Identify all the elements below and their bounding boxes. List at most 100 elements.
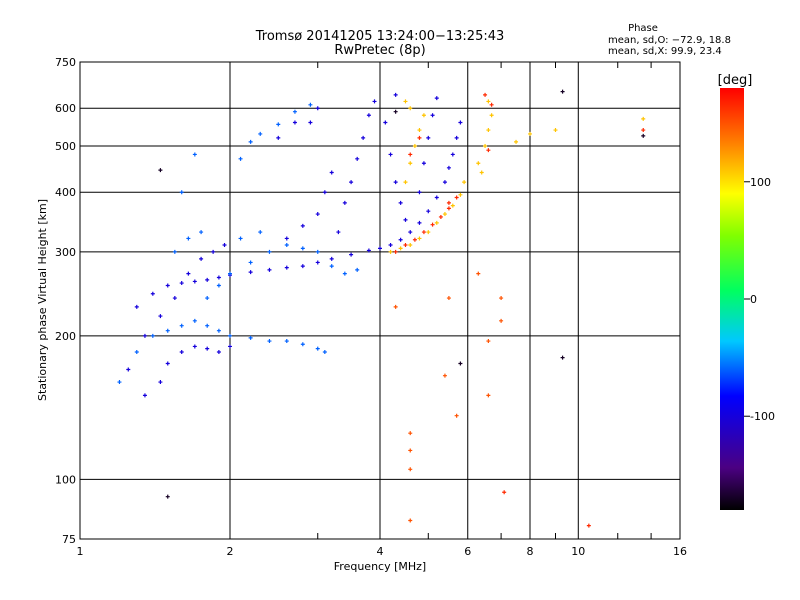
data-point — [158, 314, 163, 319]
chart-title: Tromsø 20141205 13:24:00−13:25:43 — [255, 29, 505, 44]
data-point — [150, 333, 155, 338]
x-tick-label: 2 — [227, 545, 234, 558]
data-point — [476, 271, 481, 276]
data-point — [408, 448, 413, 453]
data-point — [322, 349, 327, 354]
data-point — [222, 243, 227, 248]
data-point — [216, 283, 221, 288]
data-point — [430, 222, 435, 227]
data-point — [560, 89, 565, 94]
data-point — [172, 249, 177, 254]
data-point — [248, 270, 253, 275]
data-point — [284, 339, 289, 344]
data-point — [553, 128, 558, 133]
data-point — [412, 237, 417, 242]
x-tick-label: 1 — [77, 545, 84, 558]
x-tick-label: 6 — [464, 545, 471, 558]
x-tick-label: 8 — [527, 545, 534, 558]
data-point — [366, 113, 371, 118]
data-point — [417, 190, 422, 195]
y-axis-label: Stationary phase Virtual Height [km] — [36, 199, 49, 401]
data-point — [486, 99, 491, 104]
data-point — [388, 249, 393, 254]
data-point — [284, 265, 289, 270]
data-point — [342, 200, 347, 205]
data-point — [462, 180, 467, 185]
data-point — [258, 131, 263, 136]
data-point — [315, 346, 320, 351]
data-point — [486, 128, 491, 133]
data-point — [199, 256, 204, 261]
data-point — [165, 494, 170, 499]
data-point — [372, 99, 377, 104]
data-point — [179, 281, 184, 286]
data-point — [355, 267, 360, 272]
data-point — [228, 344, 232, 349]
x-tick-label: 10 — [571, 545, 585, 558]
data-point — [388, 243, 393, 248]
data-point — [192, 279, 197, 284]
data-point — [486, 148, 491, 153]
data-point — [641, 128, 646, 133]
data-point — [349, 252, 354, 257]
data-point — [403, 243, 408, 248]
grid-lines — [80, 62, 680, 539]
data-point — [199, 230, 204, 235]
data-point — [446, 200, 451, 205]
data-point — [499, 318, 504, 323]
data-point — [355, 156, 360, 161]
data-point — [238, 236, 243, 241]
x-tick-label: 16 — [673, 545, 687, 558]
data-point — [417, 236, 422, 241]
data-point — [398, 200, 403, 205]
data-point — [499, 296, 504, 301]
data-points — [117, 89, 646, 528]
data-point — [408, 161, 413, 166]
plot-frame — [79, 61, 681, 540]
data-point — [158, 380, 163, 385]
colorbar-gradient — [720, 88, 744, 510]
y-tick-label: 400 — [55, 186, 76, 199]
data-point — [186, 236, 191, 241]
data-point — [446, 206, 451, 211]
data-point — [329, 264, 334, 269]
data-point — [421, 161, 426, 166]
data-point — [276, 122, 281, 127]
data-point — [486, 393, 491, 398]
axis-ticks: 1 2 4 6 8 10 16 75 100 200 300 400 500 600 750 — [55, 56, 687, 558]
data-point — [417, 128, 422, 133]
data-point — [165, 328, 170, 333]
phase-box-title: Phase — [628, 23, 658, 34]
data-point — [412, 143, 417, 148]
data-point — [300, 246, 305, 251]
data-point — [315, 260, 320, 265]
data-point — [489, 113, 494, 118]
y-tick-label: 75 — [62, 533, 76, 546]
data-point — [393, 180, 398, 185]
data-point — [458, 192, 463, 197]
data-point — [502, 490, 507, 495]
data-point — [454, 195, 459, 200]
data-point — [430, 113, 435, 118]
data-point — [483, 143, 488, 148]
data-point — [442, 212, 447, 217]
data-point — [398, 237, 403, 242]
data-point — [641, 116, 646, 121]
data-point — [308, 102, 313, 107]
data-point — [408, 230, 413, 235]
data-point — [426, 209, 431, 214]
data-point — [349, 180, 354, 185]
data-point — [393, 249, 398, 254]
data-point — [211, 249, 216, 254]
data-point — [417, 135, 422, 140]
colorbar: [deg] 100 0 -100 — [718, 73, 775, 510]
data-point — [586, 523, 591, 528]
data-point — [329, 170, 334, 175]
data-point — [560, 355, 565, 360]
plot-area: 1 2 4 6 8 10 16 75 100 200 300 400 500 600 750 — [55, 56, 687, 558]
data-point — [408, 431, 413, 436]
colorbar-tick-label: 0 — [750, 293, 757, 306]
data-point — [205, 296, 210, 301]
data-point — [258, 230, 263, 235]
data-point — [216, 328, 221, 333]
